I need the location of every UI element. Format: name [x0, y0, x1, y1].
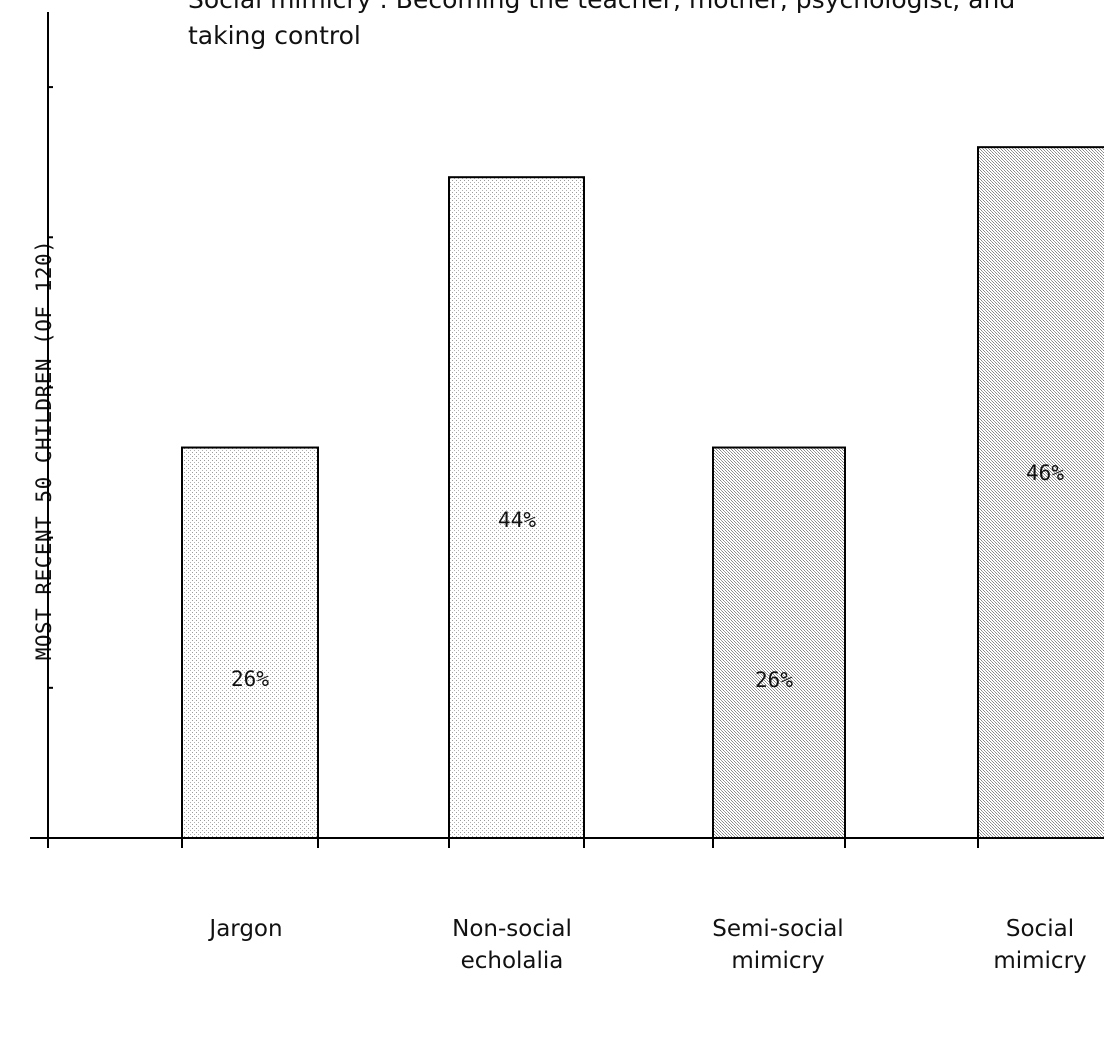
category-label-3: Semi-social: [712, 916, 843, 942]
category-label-2: echolalia: [461, 948, 564, 974]
category-label-4: mimicry: [993, 948, 1086, 974]
bar-1: [181, 446, 319, 839]
data-label-4: 46%: [1026, 461, 1064, 485]
data-label-3: 26%: [755, 668, 793, 692]
data-label-1: 26%: [231, 667, 269, 691]
bar-3: [712, 446, 846, 839]
category-label-4: Social: [1006, 916, 1074, 942]
category-label-1: Jargon: [207, 916, 282, 942]
chart-title: Social mimicry : Becoming the teacher, m…: [188, 0, 1015, 50]
category-label-3: mimicry: [731, 948, 824, 974]
bar-2: [448, 176, 585, 839]
data-label-2: 44%: [498, 508, 536, 532]
category-label-2: Non-social: [452, 916, 572, 942]
bar-4: [977, 146, 1104, 839]
